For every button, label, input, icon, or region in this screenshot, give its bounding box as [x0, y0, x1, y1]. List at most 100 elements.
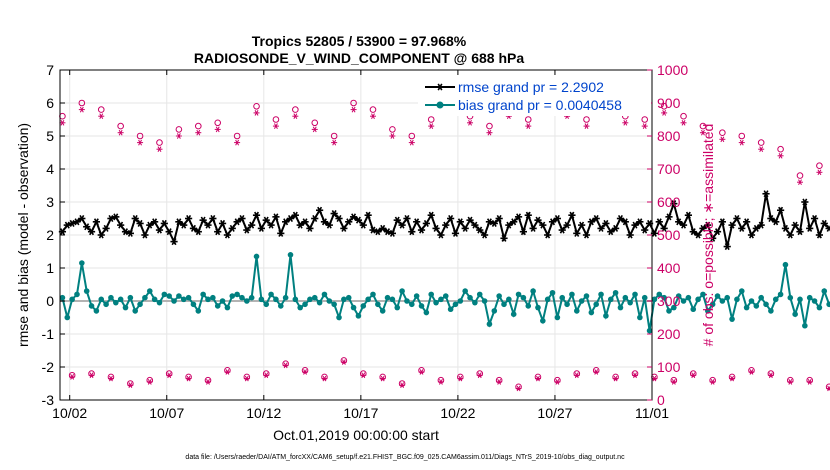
obs-possible-point-70 [738, 132, 746, 140]
right-tick-label-4: 400 [657, 260, 681, 276]
obs-possible-point-7 [127, 380, 134, 387]
bias-point-121 [646, 327, 653, 334]
bias-point-155 [811, 298, 818, 304]
bias-point-36 [234, 291, 240, 298]
rmse-point-62 [359, 221, 367, 229]
bias-point-156 [816, 304, 823, 311]
bias-point-154 [806, 294, 813, 301]
bias-point-38 [244, 298, 250, 304]
rmse-point-111 [597, 224, 605, 232]
rmse-point-86 [476, 226, 484, 234]
rmse-point-31 [209, 214, 217, 223]
obs-assimilated-point-63 [670, 379, 677, 385]
rmse-point-149 [781, 224, 790, 232]
obs-assimilated-point-2 [78, 106, 85, 113]
rmse-point-37 [238, 214, 246, 223]
bias-point-92 [506, 296, 512, 303]
bias-point-126 [671, 304, 677, 311]
rmse-point-119 [636, 218, 644, 226]
right-tick-label-10: 1000 [657, 62, 688, 78]
plot-grid [60, 69, 653, 401]
bias-point-83 [462, 288, 468, 294]
obs-assimilated-point-10 [156, 146, 163, 153]
rmse-point-81 [451, 229, 460, 237]
obs-possible-point-32 [369, 106, 377, 113]
bias-point-137 [724, 294, 731, 301]
rmse-point-128 [679, 221, 688, 229]
bias-point-85 [472, 299, 478, 306]
rmse-point-75 [422, 219, 430, 227]
bias-point-106 [573, 308, 580, 314]
obs-assimilated-point-15 [205, 379, 211, 385]
rmse-point-46 [282, 218, 290, 226]
rmse-point-131 [694, 231, 702, 239]
obs-assimilated-point-20 [253, 110, 260, 116]
bias-point-146 [768, 308, 774, 314]
obs-assimilated-point-45 [496, 379, 503, 385]
bias-point-24 [176, 293, 182, 299]
bias-point-64 [370, 291, 376, 298]
obs-possible-point-55 [592, 367, 600, 374]
obs-assimilated-point-4 [98, 113, 105, 120]
obs-assimilated-point-38 [428, 123, 435, 129]
bias-point-65 [375, 301, 381, 308]
obs-assimilated-point-35 [399, 382, 406, 388]
obs-assimilated-point-24 [292, 113, 299, 120]
obs-assimilated-point-18 [234, 139, 241, 146]
bias-point-113 [607, 296, 614, 303]
obs-assimilated-point-58 [622, 119, 629, 126]
bias-point-88 [486, 321, 493, 327]
obs-possible-point-57 [612, 373, 619, 381]
rmse-point-29 [199, 216, 207, 224]
bias-point-59 [345, 294, 352, 301]
obs-possible-point-76 [796, 172, 804, 179]
obs-assimilated-point-6 [117, 129, 124, 136]
rmse-point-92 [505, 221, 513, 229]
obs-assimilated-point-13 [185, 375, 192, 382]
rmse-point-144 [757, 221, 765, 229]
bias-point-31 [210, 294, 216, 301]
bias-point-25 [180, 296, 187, 303]
bias-point-94 [515, 291, 522, 298]
obs-assimilated-point-72 [758, 146, 765, 153]
rmse-point-156 [815, 231, 824, 239]
obs-assimilated-point-53 [573, 372, 580, 379]
rmse-point-89 [490, 219, 498, 227]
left-tick-label-0: -3 [42, 392, 55, 408]
rmse-point-66 [379, 224, 387, 232]
bias-point-108 [583, 293, 590, 299]
rmse-point-67 [383, 228, 392, 236]
obs-assimilated-point-23 [282, 362, 289, 369]
bias-point-18 [146, 288, 153, 294]
rmse-point-9 [102, 224, 110, 232]
bias-point-10 [108, 294, 114, 301]
rmse-point-157 [820, 219, 828, 227]
obs-possible-point-22 [272, 116, 280, 123]
rmse-point-118 [631, 221, 639, 229]
legend-background [418, 75, 651, 116]
obs-possible-point-18 [233, 132, 241, 140]
bias-point-23 [171, 298, 177, 304]
bias-point-142 [748, 298, 755, 304]
rmse-point-115 [616, 214, 625, 223]
rmse-point-14 [126, 229, 134, 237]
obs-possible-point-33 [379, 373, 386, 381]
bias-point-46 [282, 294, 289, 301]
bias-point-125 [666, 308, 672, 314]
chart-title: Tropics 52805 / 53900 = 97.968% [252, 33, 467, 49]
rmse-point-23 [170, 238, 178, 246]
rmse-point-32 [214, 228, 222, 236]
bias-point-0 [59, 294, 66, 301]
bias-point-16 [137, 301, 143, 308]
legend-bias-label: bias grand pr = 0.0040458 [458, 97, 622, 113]
bias-point-145 [763, 301, 769, 308]
obs-possible-point-69 [728, 373, 736, 381]
bias-point-1 [64, 314, 71, 321]
obs-assimilated-point-60 [641, 123, 648, 129]
rmse-point-99 [539, 221, 547, 229]
bias-point-71 [404, 298, 410, 304]
rmse-point-155 [810, 214, 819, 223]
obs-assimilated-point-41 [457, 375, 464, 382]
obs-assimilated-point-54 [583, 123, 590, 129]
